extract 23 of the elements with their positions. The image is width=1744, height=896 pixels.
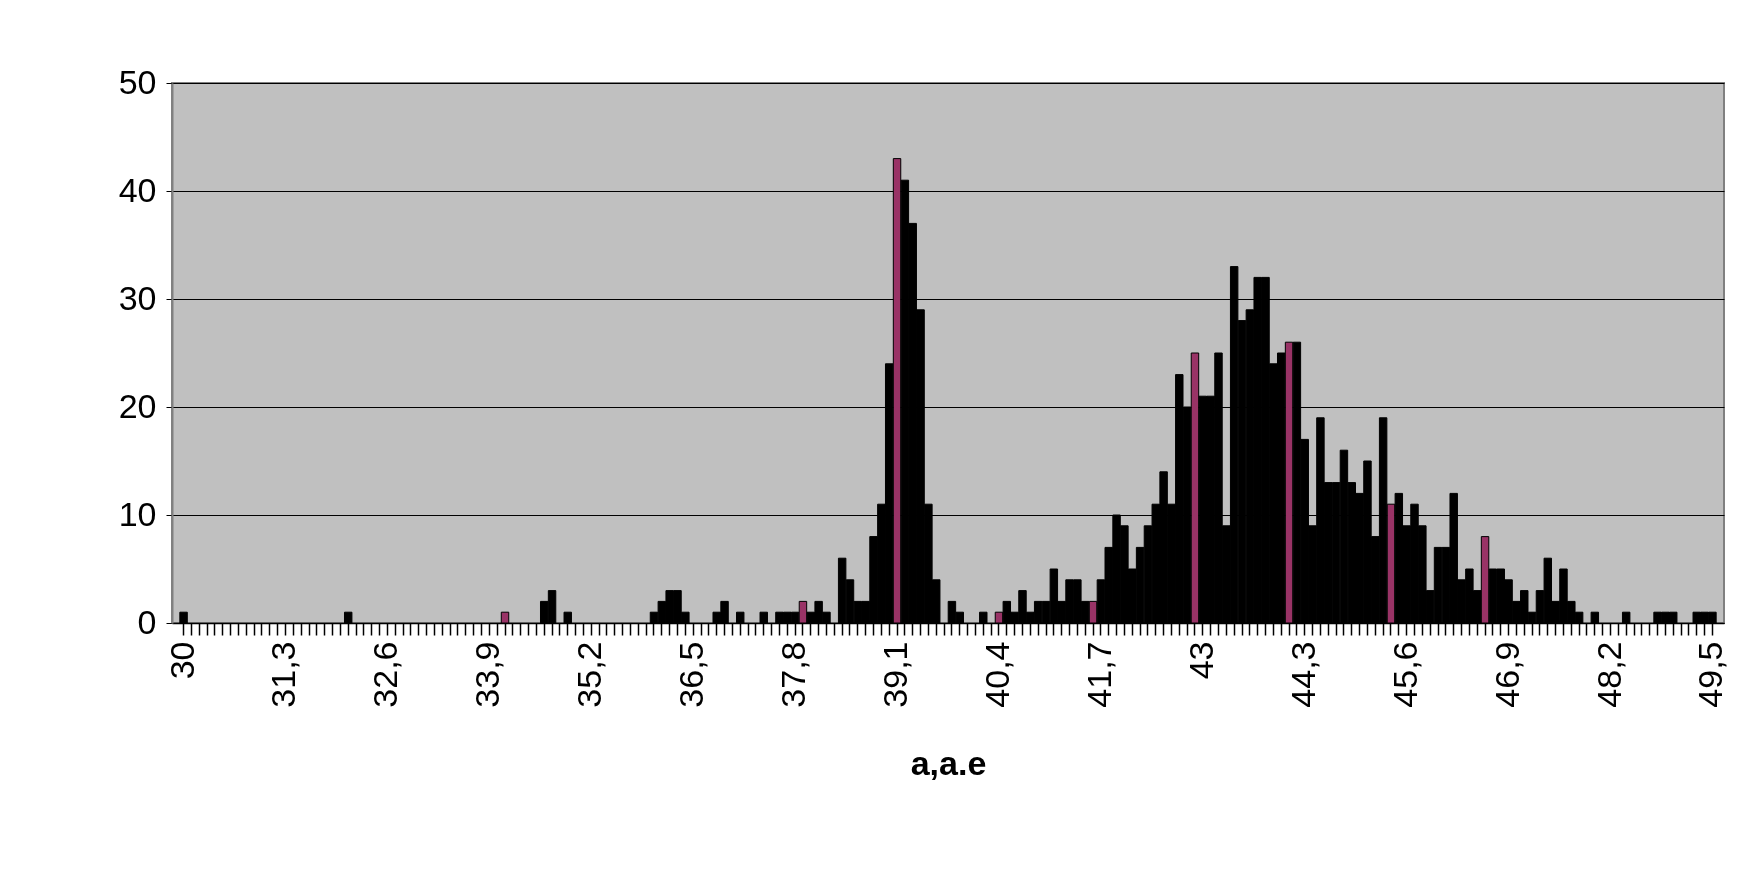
x-tick-label: 43 <box>1181 641 1220 680</box>
x-tick-label: 36,5 <box>672 641 711 708</box>
y-tick-label: 40 <box>118 170 157 209</box>
x-tick-label: 30 <box>162 641 201 680</box>
y-tick-label: 50 <box>118 62 157 101</box>
x-tick-label: 40,4 <box>977 641 1016 708</box>
y-tick-label: 0 <box>137 602 157 641</box>
x-tick-label: 45,6 <box>1385 641 1424 708</box>
x-tick-label: 48,2 <box>1589 641 1628 708</box>
x-axis-title: a,a.e <box>910 743 987 782</box>
x-tick-label: 41,7 <box>1079 641 1118 708</box>
y-tick-label: 10 <box>118 494 157 533</box>
x-tick-label: 32,6 <box>366 641 405 708</box>
x-tick-label: 35,2 <box>570 641 609 708</box>
x-tick-label: 44,3 <box>1283 641 1322 708</box>
y-tick-label: 20 <box>118 386 157 425</box>
x-tick-label: 49,5 <box>1691 641 1730 708</box>
x-tick-label: 33,9 <box>468 641 507 708</box>
x-tick-label: 31,3 <box>264 641 303 708</box>
x-tick-label: 46,9 <box>1487 641 1526 708</box>
x-tick-label: 37,8 <box>774 641 813 708</box>
x-tick-label: 39,1 <box>876 641 915 708</box>
y-tick-label: 30 <box>118 278 157 317</box>
